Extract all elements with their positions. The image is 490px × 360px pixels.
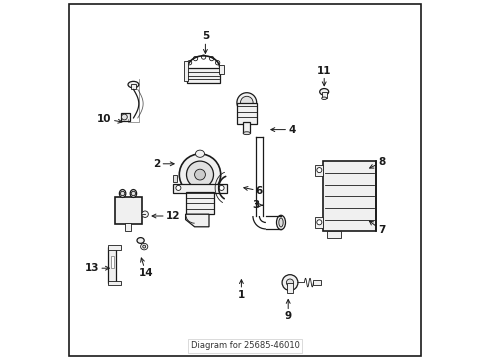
Text: 3: 3 xyxy=(252,200,262,210)
Circle shape xyxy=(176,185,181,190)
Ellipse shape xyxy=(128,81,139,88)
FancyBboxPatch shape xyxy=(184,61,188,81)
Text: 5: 5 xyxy=(202,31,209,53)
Text: 4: 4 xyxy=(271,125,295,135)
Ellipse shape xyxy=(321,97,327,100)
Text: 13: 13 xyxy=(85,263,109,273)
Ellipse shape xyxy=(276,215,286,230)
Bar xyxy=(125,223,131,231)
Bar xyxy=(173,184,227,193)
Ellipse shape xyxy=(130,189,137,198)
Ellipse shape xyxy=(141,243,148,250)
Circle shape xyxy=(122,114,127,120)
Text: 6: 6 xyxy=(244,186,263,196)
Ellipse shape xyxy=(137,238,144,243)
Ellipse shape xyxy=(142,211,148,217)
Bar xyxy=(323,161,375,231)
Text: Diagram for 25685-46010: Diagram for 25685-46010 xyxy=(191,341,299,350)
Ellipse shape xyxy=(195,169,205,180)
Circle shape xyxy=(317,168,322,173)
Ellipse shape xyxy=(179,154,220,195)
Text: 8: 8 xyxy=(369,157,386,168)
Ellipse shape xyxy=(319,89,329,95)
Bar xyxy=(316,217,323,228)
Ellipse shape xyxy=(120,189,126,198)
Circle shape xyxy=(282,275,298,291)
Bar xyxy=(121,113,130,121)
Bar xyxy=(316,165,323,176)
Text: 9: 9 xyxy=(285,300,292,321)
Bar xyxy=(115,197,142,224)
Bar xyxy=(186,192,215,214)
Circle shape xyxy=(317,220,322,225)
Ellipse shape xyxy=(196,150,204,157)
Text: 2: 2 xyxy=(153,159,174,169)
Ellipse shape xyxy=(243,132,250,135)
Ellipse shape xyxy=(279,218,283,227)
Text: 11: 11 xyxy=(317,66,331,86)
Bar xyxy=(243,122,250,133)
Text: 1: 1 xyxy=(238,280,245,300)
FancyBboxPatch shape xyxy=(187,68,220,83)
Bar xyxy=(108,247,116,283)
Bar xyxy=(237,103,257,124)
Text: 14: 14 xyxy=(139,258,153,278)
Bar xyxy=(287,283,293,293)
Text: 7: 7 xyxy=(369,221,386,235)
Ellipse shape xyxy=(143,245,146,248)
Bar xyxy=(108,245,121,250)
Ellipse shape xyxy=(241,96,253,109)
Bar xyxy=(321,92,327,98)
Bar xyxy=(111,256,114,268)
Ellipse shape xyxy=(187,161,214,188)
Text: 12: 12 xyxy=(152,211,180,221)
Circle shape xyxy=(219,185,224,190)
Text: 10: 10 xyxy=(98,114,122,124)
FancyBboxPatch shape xyxy=(313,280,320,285)
Circle shape xyxy=(286,279,294,286)
Polygon shape xyxy=(186,214,209,227)
Circle shape xyxy=(121,192,125,196)
Bar xyxy=(173,175,177,182)
Circle shape xyxy=(131,192,136,196)
FancyBboxPatch shape xyxy=(219,65,224,74)
Bar xyxy=(131,84,136,89)
Ellipse shape xyxy=(237,93,257,112)
Bar xyxy=(327,231,342,238)
Bar xyxy=(108,281,121,285)
